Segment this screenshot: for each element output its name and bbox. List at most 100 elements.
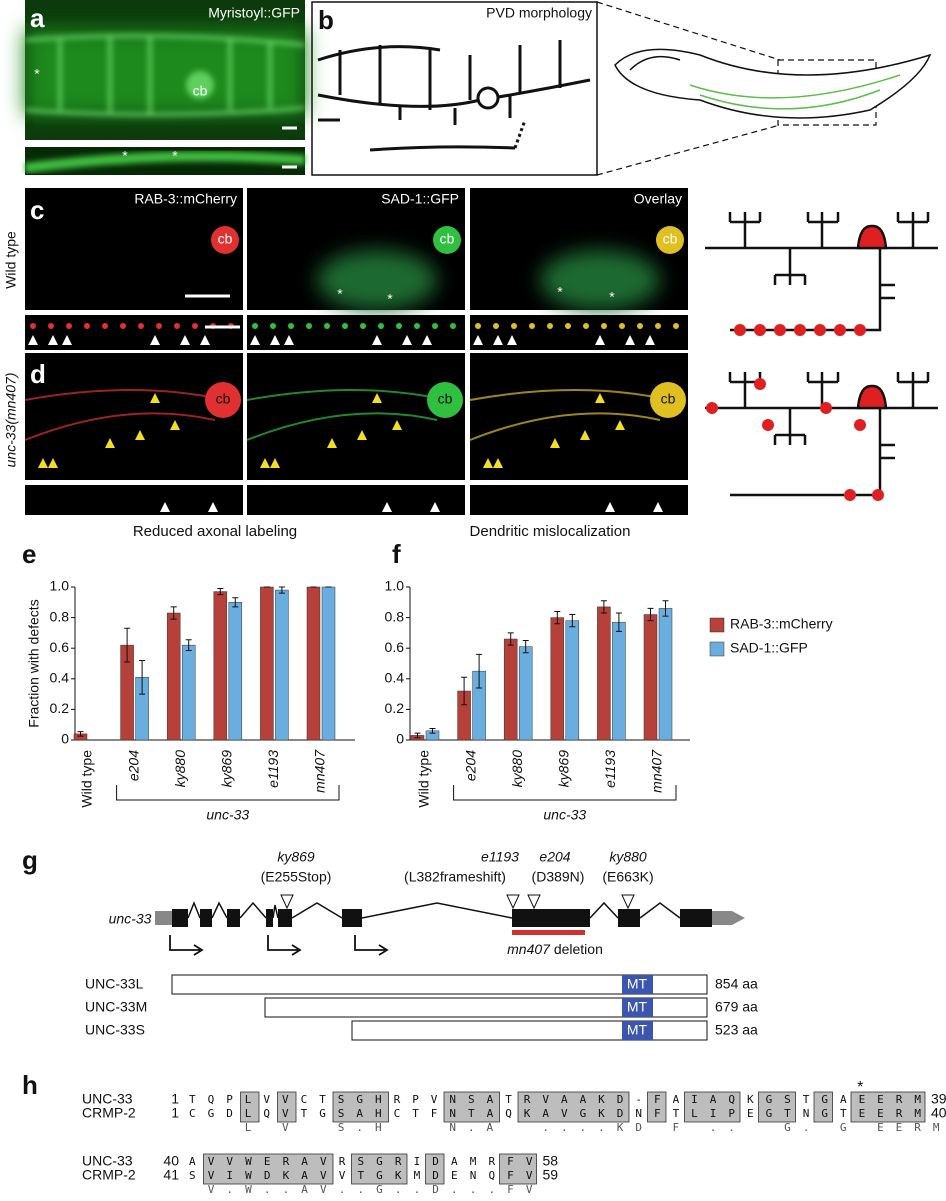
synapse-dot [794, 324, 806, 336]
allele: ky880 [609, 849, 647, 865]
error-bar [278, 586, 285, 594]
arrowhead [430, 502, 440, 512]
conserved-box [332, 1091, 389, 1123]
puncta [30, 323, 36, 329]
puncta [493, 323, 499, 329]
intron [187, 900, 681, 919]
y-tick-label: 1.0 [385, 578, 405, 594]
y-tick-label: 0.6 [385, 639, 405, 655]
cell-body [656, 226, 684, 254]
y-tick-label: 0.2 [385, 700, 405, 716]
arrowhead [372, 393, 382, 403]
bar [213, 591, 228, 741]
micrograph-a [24, 0, 306, 175]
legend-swatch [709, 641, 725, 657]
error-bar [124, 627, 131, 663]
exon [342, 909, 362, 927]
arrowhead [327, 438, 337, 448]
isoform-bar [171, 974, 708, 995]
synapse-dot [754, 324, 766, 336]
marker: * [857, 1079, 863, 1096]
image-bg [470, 485, 688, 515]
residue-number: 39 [931, 1091, 946, 1107]
legend-label: SAD-1::GFP [730, 640, 808, 656]
y-tick-label: 1.0 [50, 578, 70, 594]
arrowhead [270, 335, 280, 345]
annotation: * [557, 284, 563, 300]
utr [155, 911, 172, 925]
bar [518, 646, 533, 741]
bar [643, 614, 658, 741]
puncta [324, 323, 330, 329]
micrograph [469, 188, 688, 515]
y-tick-label: 0 [61, 731, 69, 747]
isoform-length: 679 aa [715, 999, 758, 1015]
arrowhead [645, 335, 655, 345]
cell-body [650, 382, 686, 418]
arrowhead [170, 420, 180, 430]
group-label: unc-33 [206, 807, 249, 823]
micrograph [246, 188, 465, 515]
puncta [673, 323, 679, 329]
arrowhead [595, 335, 605, 345]
arrowhead [653, 502, 663, 512]
conserved-box [684, 1091, 741, 1123]
puncta [450, 323, 456, 329]
synapse-dot [774, 324, 786, 336]
puncta [306, 323, 312, 329]
puncta [637, 323, 643, 329]
x-tick-label: mn407 [649, 749, 665, 793]
row-label: Wild type [3, 231, 19, 289]
arrowhead [382, 502, 392, 512]
conserved-box [499, 1153, 537, 1185]
promoter-arrow [267, 935, 302, 956]
micrograph [24, 188, 243, 515]
arrowhead [372, 335, 382, 345]
mutation-marker [506, 894, 520, 910]
error-bar [600, 600, 607, 614]
annotation: * [122, 148, 128, 164]
bar [612, 621, 626, 741]
mutation-change: (E663K) [602, 869, 653, 885]
arrowhead [38, 458, 48, 468]
puncta [529, 323, 535, 329]
mutation-change: (L382frameshift) [404, 869, 506, 885]
column-label: Overlay [634, 191, 682, 207]
annotation: cb [438, 391, 453, 407]
arrowhead [48, 335, 58, 345]
y-tick-label: 0.4 [50, 670, 70, 686]
gene-diagram [155, 894, 745, 956]
conserved-box [647, 1091, 667, 1123]
y-tick-label: 0 [396, 731, 404, 747]
cell-body [211, 226, 239, 254]
panel-label: d [30, 359, 46, 389]
neurite [469, 389, 671, 441]
error-bar [569, 614, 576, 628]
panel-label: c [30, 195, 44, 225]
domain-label: MT [627, 999, 648, 1015]
puncta [48, 323, 54, 329]
puncta [378, 323, 384, 329]
x-tick-label: e1193 [602, 750, 618, 788]
arrowhead [180, 335, 190, 345]
glow [540, 250, 660, 310]
conserved-box [813, 1091, 833, 1123]
synapse-dot [844, 489, 856, 501]
panel-label: h [22, 1070, 38, 1100]
promoter-arrow [354, 935, 389, 956]
arrowhead [200, 335, 210, 345]
synapse-dot [706, 402, 718, 414]
x-tick-label: ky880 [509, 750, 525, 788]
panel-title: PVD morphology [486, 5, 592, 21]
panel-label: a [30, 3, 45, 33]
arrowhead [150, 335, 160, 345]
error-bar [615, 612, 622, 632]
mutation-change: (E255Stop) [261, 869, 332, 885]
conserved-box [203, 1153, 334, 1185]
synapse-dot [834, 324, 846, 336]
bar [321, 586, 336, 741]
arrowhead [250, 335, 260, 345]
puncta [655, 323, 661, 329]
neurite [246, 389, 448, 441]
residue-number: 41 [163, 1167, 179, 1183]
